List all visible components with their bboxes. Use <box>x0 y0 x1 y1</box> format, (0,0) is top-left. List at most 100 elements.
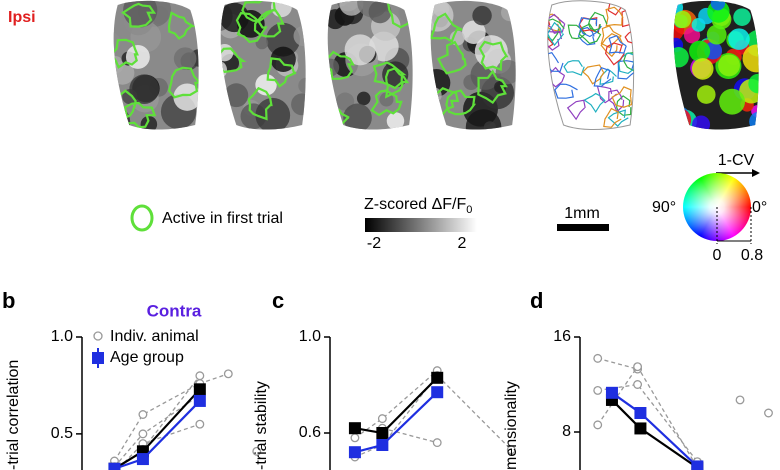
individual-point <box>195 371 205 381</box>
green-contour <box>478 40 509 72</box>
map-blob <box>293 25 306 47</box>
rainbow-contour <box>608 89 625 113</box>
color-blob <box>696 85 716 104</box>
color-blob <box>742 44 759 73</box>
color-blob <box>706 24 727 45</box>
individual-line <box>597 383 698 463</box>
individual-point <box>350 433 360 443</box>
rainbow-contour <box>578 17 602 38</box>
rainbow-contour <box>611 86 633 108</box>
rainbow-contour <box>578 23 602 45</box>
group-point <box>431 371 444 384</box>
scale-bar <box>557 224 609 231</box>
color-map <box>673 0 759 130</box>
map-blob <box>430 92 440 112</box>
green-contour <box>167 66 199 99</box>
rainbow-contour <box>566 99 586 121</box>
map-blob <box>220 43 234 62</box>
rainbow-contour <box>547 110 553 130</box>
color-blob <box>710 0 726 11</box>
y-axis-label: -trial stability <box>253 381 270 470</box>
rainbow-contour <box>582 64 605 85</box>
map-blob <box>298 77 306 94</box>
color-blob <box>733 8 751 26</box>
individual-point <box>633 362 643 372</box>
rainbow-contour <box>587 11 608 31</box>
scale-label: 1mm <box>564 205 600 222</box>
rainbow-contour <box>554 83 578 99</box>
color-blob <box>719 88 746 115</box>
y-tick-label: 8 <box>562 423 571 440</box>
green-contour <box>266 57 297 88</box>
map-blob <box>398 1 413 22</box>
legend-text: Age group <box>110 349 184 366</box>
chart-title: Contra <box>147 301 202 320</box>
colorbar-max: 2 <box>458 235 467 252</box>
individual-point <box>252 446 262 456</box>
individual-point <box>377 414 387 424</box>
panel-letter: b <box>2 288 15 313</box>
angle-label: 0° <box>752 199 767 216</box>
rainbow-contour <box>615 95 632 116</box>
green-contour <box>247 86 273 121</box>
group-line <box>611 391 699 468</box>
individual-point <box>138 410 148 419</box>
color-blob <box>748 73 759 94</box>
green-contour <box>167 11 197 40</box>
individual-point <box>593 420 603 430</box>
green-contour <box>445 89 477 116</box>
rainbow-contour <box>547 21 565 47</box>
legend-marker <box>92 352 104 364</box>
individual-line <box>142 375 201 450</box>
green-contour <box>477 69 508 104</box>
color-blob <box>728 28 750 50</box>
color-blob <box>691 58 714 80</box>
y-tick-label: 1.0 <box>51 328 73 345</box>
map-blob <box>386 112 405 130</box>
individual-line <box>597 357 638 370</box>
map-blob <box>173 47 197 70</box>
y-axis-label: mensionality <box>503 381 520 470</box>
green-contour <box>122 101 157 129</box>
group-point <box>136 453 149 466</box>
map-blob <box>339 0 364 16</box>
individual-point <box>223 369 233 379</box>
individual-point <box>633 380 643 389</box>
color-blob <box>749 111 759 130</box>
individual-point <box>764 408 773 418</box>
gray-map <box>220 0 306 130</box>
rainbow-contours <box>547 0 634 130</box>
legend-marker <box>93 331 103 341</box>
rainbow-contour <box>604 42 625 66</box>
cv-tick: 0 <box>713 247 722 264</box>
map-blob <box>266 22 300 57</box>
color-blob <box>689 40 711 62</box>
map-blob <box>173 83 199 111</box>
individual-point <box>506 445 516 455</box>
rainbow-contour <box>605 6 624 27</box>
map-blob <box>501 4 516 22</box>
group-point <box>431 386 444 399</box>
map-blob <box>368 0 392 24</box>
color-blob <box>744 0 759 10</box>
group-point <box>348 422 361 435</box>
individual-point <box>593 385 603 395</box>
individual-line <box>113 373 229 462</box>
map-blob <box>343 103 372 130</box>
green-contour <box>370 89 403 117</box>
map-blob <box>113 31 121 53</box>
map-blob <box>327 58 340 77</box>
map-blob <box>255 97 291 130</box>
y-tick-label: 0.6 <box>299 424 321 441</box>
group-point <box>193 394 206 407</box>
angle-label: 90° <box>652 199 676 216</box>
colorbar <box>365 218 477 232</box>
panel-letter: d <box>530 288 543 313</box>
rainbow-contour <box>547 30 563 51</box>
cv-arrowhead <box>752 169 760 177</box>
group-point <box>605 386 618 399</box>
panel-letter: c <box>272 288 284 313</box>
green-contour <box>430 12 463 43</box>
rainbow-contour <box>603 107 622 128</box>
